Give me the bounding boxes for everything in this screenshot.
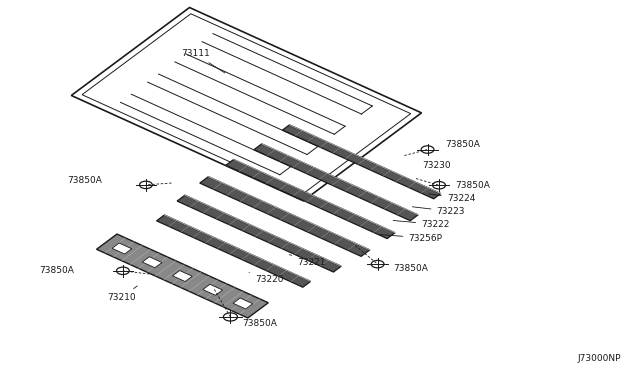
Polygon shape (203, 284, 223, 295)
Text: 73850A: 73850A (40, 266, 74, 275)
Text: 73850A: 73850A (394, 264, 428, 273)
Polygon shape (233, 298, 253, 309)
Text: 73111: 73111 (181, 49, 225, 73)
Polygon shape (177, 195, 341, 272)
Text: 73850A: 73850A (456, 181, 490, 190)
Polygon shape (97, 234, 268, 318)
Polygon shape (112, 243, 132, 254)
Text: 73220: 73220 (249, 273, 284, 284)
Polygon shape (142, 257, 162, 268)
Polygon shape (200, 177, 370, 256)
Text: 73221: 73221 (289, 254, 326, 267)
Text: 73850A: 73850A (67, 176, 102, 185)
Polygon shape (71, 7, 422, 201)
Polygon shape (282, 125, 441, 199)
Text: 73210: 73210 (108, 286, 138, 302)
Text: J73000NP: J73000NP (577, 355, 621, 363)
Text: 73850A: 73850A (242, 319, 276, 328)
Text: 73222: 73222 (393, 220, 449, 229)
Text: 73850A: 73850A (445, 140, 479, 149)
Polygon shape (226, 160, 395, 238)
Text: 73256P: 73256P (380, 234, 442, 243)
Polygon shape (157, 215, 310, 287)
Text: 73224: 73224 (428, 194, 475, 203)
Text: 73223: 73223 (412, 207, 465, 216)
Text: 73230: 73230 (422, 161, 451, 170)
Polygon shape (173, 270, 192, 282)
Polygon shape (254, 144, 418, 221)
